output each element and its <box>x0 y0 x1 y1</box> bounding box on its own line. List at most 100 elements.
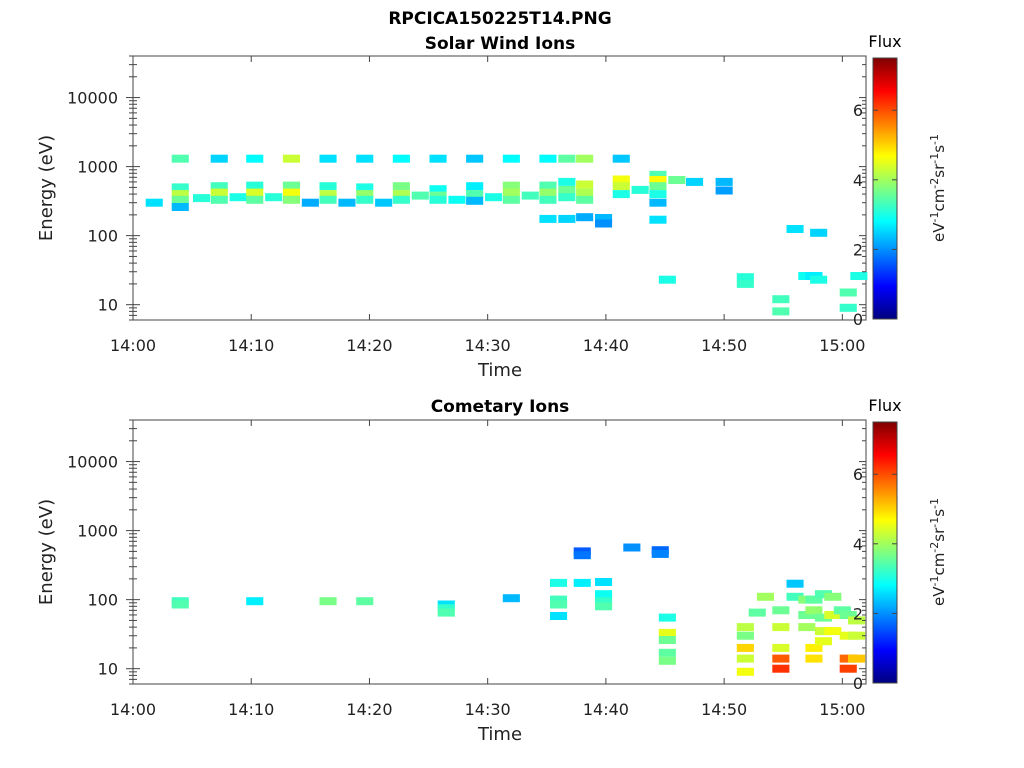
solar-wind-colorbar-tick-label: 6 <box>853 101 863 120</box>
cometary-data-cell <box>786 592 804 601</box>
solar-wind-data-cell <box>539 154 557 163</box>
cometary-colorbar-unit-exponent: -1 <box>928 576 941 587</box>
solar-wind-x-tick-label: 14:40 <box>583 336 629 355</box>
solar-wind-data-cell <box>246 195 264 204</box>
solar-wind-data-cell <box>193 194 211 203</box>
cometary-data-cell <box>833 606 851 615</box>
solar-wind-data-cell <box>282 181 300 190</box>
cometary-data-cell <box>848 616 866 625</box>
cometary-colorbar-unit-exponent: -1 <box>928 517 941 528</box>
solar-wind-data-cell <box>539 188 557 197</box>
cometary-x-axis-label: Time <box>477 724 522 745</box>
cometary-data-cell <box>772 654 790 663</box>
solar-wind-data-cell <box>558 154 576 163</box>
cometary-data-cell <box>772 664 790 673</box>
solar-wind-data-cell <box>466 196 484 205</box>
solar-wind-data-cell <box>502 181 520 190</box>
solar-wind-colorbar <box>872 57 898 320</box>
solar-wind-data-cell <box>612 175 630 184</box>
solar-wind-colorbar-ticks: 0 2 4 6 <box>853 101 897 329</box>
solar-wind-data-cell <box>466 154 484 163</box>
solar-wind-data-cell <box>558 214 576 223</box>
solar-wind-data-cell <box>319 182 337 191</box>
solar-wind-data-cell <box>502 188 520 197</box>
cometary-data-cell <box>736 631 754 640</box>
solar-wind-y-tick-label: 10000 <box>67 89 118 108</box>
cometary-data-cell <box>658 628 676 637</box>
solar-wind-data-cell <box>772 307 790 316</box>
solar-wind-data-marks <box>145 154 868 316</box>
solar-wind-data-cell <box>502 154 520 163</box>
cometary-ticks: 14:00 14:10 14:20 14:30 14:40 14:50 15:00 10 100… <box>67 419 866 719</box>
cometary-x-tick-label: 14:30 <box>465 700 511 719</box>
solar-wind-data-cell <box>229 193 247 202</box>
cometary-data-cell <box>848 631 866 640</box>
cometary-y-tick-label: 100 <box>87 591 118 610</box>
cometary-colorbar-unit-base: eV <box>930 586 948 606</box>
solar-wind-data-cell <box>649 176 667 184</box>
solar-wind-data-cell <box>715 186 733 195</box>
solar-wind-data-cell <box>466 182 484 191</box>
solar-wind-data-cell <box>411 191 429 200</box>
solar-wind-y-tick-label: 1000 <box>77 158 118 177</box>
cometary-y-tick-label: 1000 <box>77 522 118 541</box>
solar-wind-data-cell <box>392 154 410 163</box>
cometary-data-cell <box>756 592 774 601</box>
cometary-x-tick-label: 14:00 <box>110 700 156 719</box>
solar-wind-data-cell <box>658 275 676 284</box>
solar-wind-data-cell <box>668 176 686 184</box>
cometary-data-cell <box>736 623 754 632</box>
solar-wind-colorbar-unit-base: eV <box>930 222 948 242</box>
cometary-x-tick-label: 14:40 <box>583 700 629 719</box>
solar-wind-data-cell <box>319 195 337 204</box>
cometary-y-tick-label: 10000 <box>67 453 118 472</box>
cometary-data-cell <box>805 595 823 604</box>
solar-wind-data-cell <box>319 190 337 199</box>
cometary-colorbar-tick-label: 4 <box>853 535 863 554</box>
solar-wind-colorbar-unit: eV-1cm-2sr-1s-1 <box>928 134 948 242</box>
solar-wind-data-cell <box>539 181 557 190</box>
solar-wind-data-cell <box>319 154 337 163</box>
solar-wind-data-cell <box>210 154 228 163</box>
cometary-data-cell <box>658 648 676 657</box>
solar-wind-colorbar-unit-base: sr <box>930 163 948 178</box>
solar-wind-data-cell <box>282 154 300 163</box>
solar-wind-colorbar-unit-base: cm <box>930 189 948 212</box>
solar-wind-data-cell <box>210 188 228 197</box>
cometary-y-tick-label: 10 <box>98 660 118 679</box>
cometary-data-marks <box>171 543 866 676</box>
cometary-colorbar-unit-exponent: -1 <box>928 498 941 509</box>
cometary-colorbar-label: Flux <box>868 396 901 415</box>
solar-wind-data-cell <box>429 191 447 200</box>
cometary-colorbar-unit-exponent: -2 <box>928 542 941 553</box>
cometary-data-cell <box>736 667 754 676</box>
solar-wind-data-cell <box>485 193 503 202</box>
solar-wind-data-cell <box>595 219 613 228</box>
solar-wind-data-cell <box>429 195 447 204</box>
solar-wind-y-tick-label: 10 <box>98 296 118 315</box>
cometary-data-cell <box>502 594 520 603</box>
solar-wind-data-cell <box>772 295 790 304</box>
solar-wind-x-tick-label: 14:00 <box>110 336 156 355</box>
cometary-data-cell <box>839 611 857 619</box>
cometary-x-tick-label: 14:50 <box>701 700 747 719</box>
solar-wind-x-axis-label: Time <box>477 360 522 381</box>
solar-wind-data-cell <box>356 190 374 199</box>
cometary-colorbar-tick-label: 0 <box>853 674 863 693</box>
cometary-data-cell <box>824 627 842 636</box>
solar-wind-data-cell <box>786 225 804 233</box>
cometary-data-cell <box>814 627 832 636</box>
cometary-data-cell <box>550 595 568 604</box>
solar-wind-data-cell <box>171 154 189 163</box>
solar-wind-colorbar-label: Flux <box>868 32 901 51</box>
cometary-data-cell <box>623 543 641 552</box>
solar-wind-data-cell <box>558 185 576 194</box>
cometary-data-cell <box>798 623 816 632</box>
cometary-data-cell <box>839 664 857 673</box>
solar-wind-colorbar-tick-label: 2 <box>853 240 863 259</box>
solar-wind-data-cell <box>839 303 857 312</box>
solar-wind-data-cell <box>356 154 374 163</box>
cometary-data-cell <box>651 549 669 558</box>
solar-wind-colorbar-unit-base: s <box>930 145 948 153</box>
